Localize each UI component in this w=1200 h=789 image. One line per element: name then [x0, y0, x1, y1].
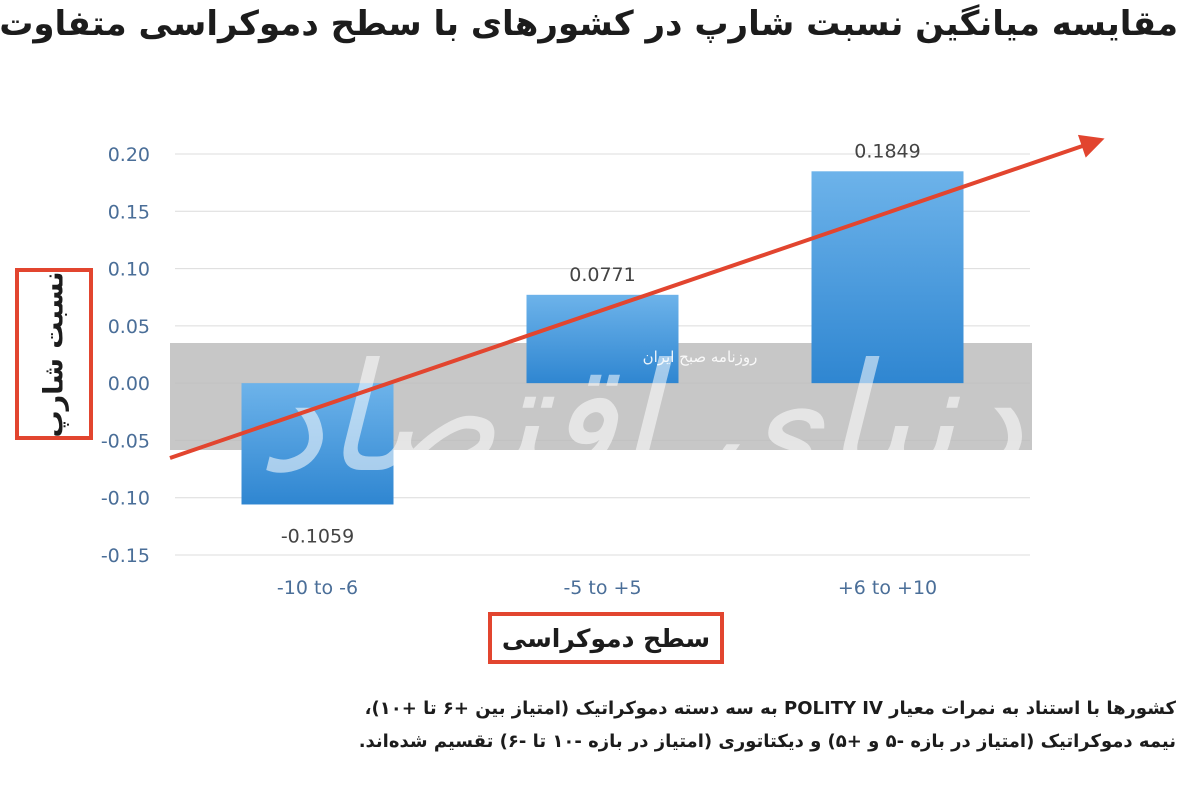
data-label-1: -0.1059: [281, 525, 354, 547]
y-axis-label-box: نسبت شارپ: [15, 268, 93, 440]
data-labels: -0.1059 0.0771 0.1849: [281, 140, 921, 547]
y-axis-label: نسبت شارپ: [38, 271, 70, 437]
bar-1: [241, 383, 394, 505]
data-label-2: 0.0771: [569, 264, 635, 286]
y-tick-label: 0.00: [108, 373, 150, 395]
y-axis-ticks: 0.20 0.15 0.10 0.05 0.00 -0.05 -0.10 -0.15: [101, 144, 150, 567]
watermark-subtext: روزنامه صبح ایران: [643, 348, 758, 366]
caption: کشورها با استناد به نمرات معیار POLITY I…: [26, 692, 1176, 758]
y-tick-label: -0.05: [101, 430, 150, 452]
x-tick-label-1: -10 to -6: [277, 577, 358, 599]
caption-line-2: نیمه دموکراتیک (امتیاز در بازه -۵ و +۵) …: [358, 731, 1176, 752]
x-tick-label-3: +6 to +10: [838, 577, 937, 599]
trend-arrow: [169, 134, 1105, 460]
y-tick-label: 0.05: [108, 316, 150, 338]
caption-line-1: کشورها با استناد به نمرات معیار POLITY I…: [364, 698, 1176, 719]
y-tick-label: 0.20: [108, 144, 150, 166]
x-axis-label: سطح دموکراسی: [501, 623, 711, 653]
data-label-3: 0.1849: [854, 140, 920, 162]
chart-title: مقایسه میانگین نسبت شارپ در کشورهای با س…: [0, 4, 1178, 44]
watermark-text: دنیای اقتصاد: [257, 332, 1024, 506]
y-tick-label: 0.15: [108, 201, 150, 223]
y-tick-label: -0.15: [101, 545, 150, 567]
x-axis-label-box: سطح دموکراسی: [488, 612, 724, 664]
x-tick-label-2: -5 to +5: [563, 577, 641, 599]
y-tick-label: -0.10: [101, 488, 150, 510]
bar-3: [811, 171, 964, 384]
x-axis-ticks: -10 to -6 -5 to +5 +6 to +10: [277, 577, 937, 599]
y-tick-label: 0.10: [108, 259, 150, 281]
